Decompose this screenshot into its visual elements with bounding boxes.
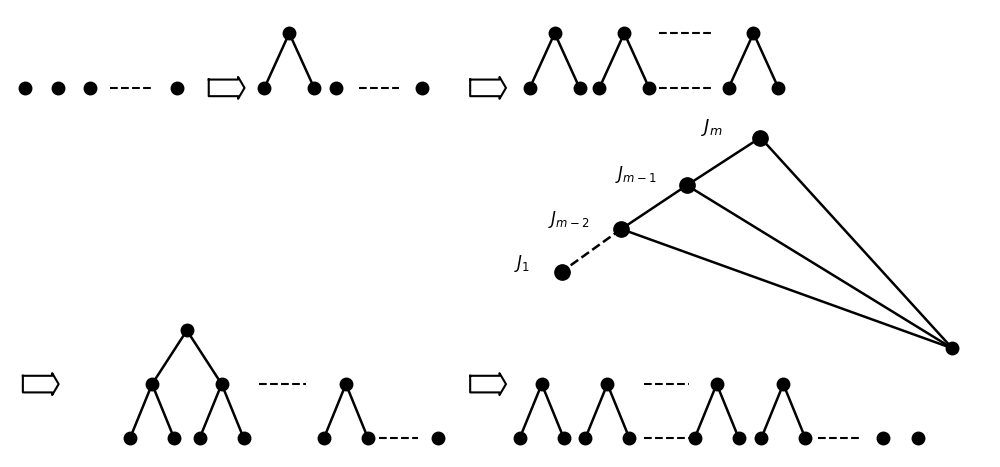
Text: $J_m$: $J_m$: [701, 117, 722, 138]
Text: $J_1$: $J_1$: [514, 253, 530, 274]
Text: $J_{m-1}$: $J_{m-1}$: [615, 164, 657, 185]
Polygon shape: [470, 77, 506, 99]
Polygon shape: [209, 77, 245, 99]
Polygon shape: [470, 373, 506, 395]
Text: $J_{m-2}$: $J_{m-2}$: [548, 209, 589, 230]
Polygon shape: [23, 373, 59, 395]
